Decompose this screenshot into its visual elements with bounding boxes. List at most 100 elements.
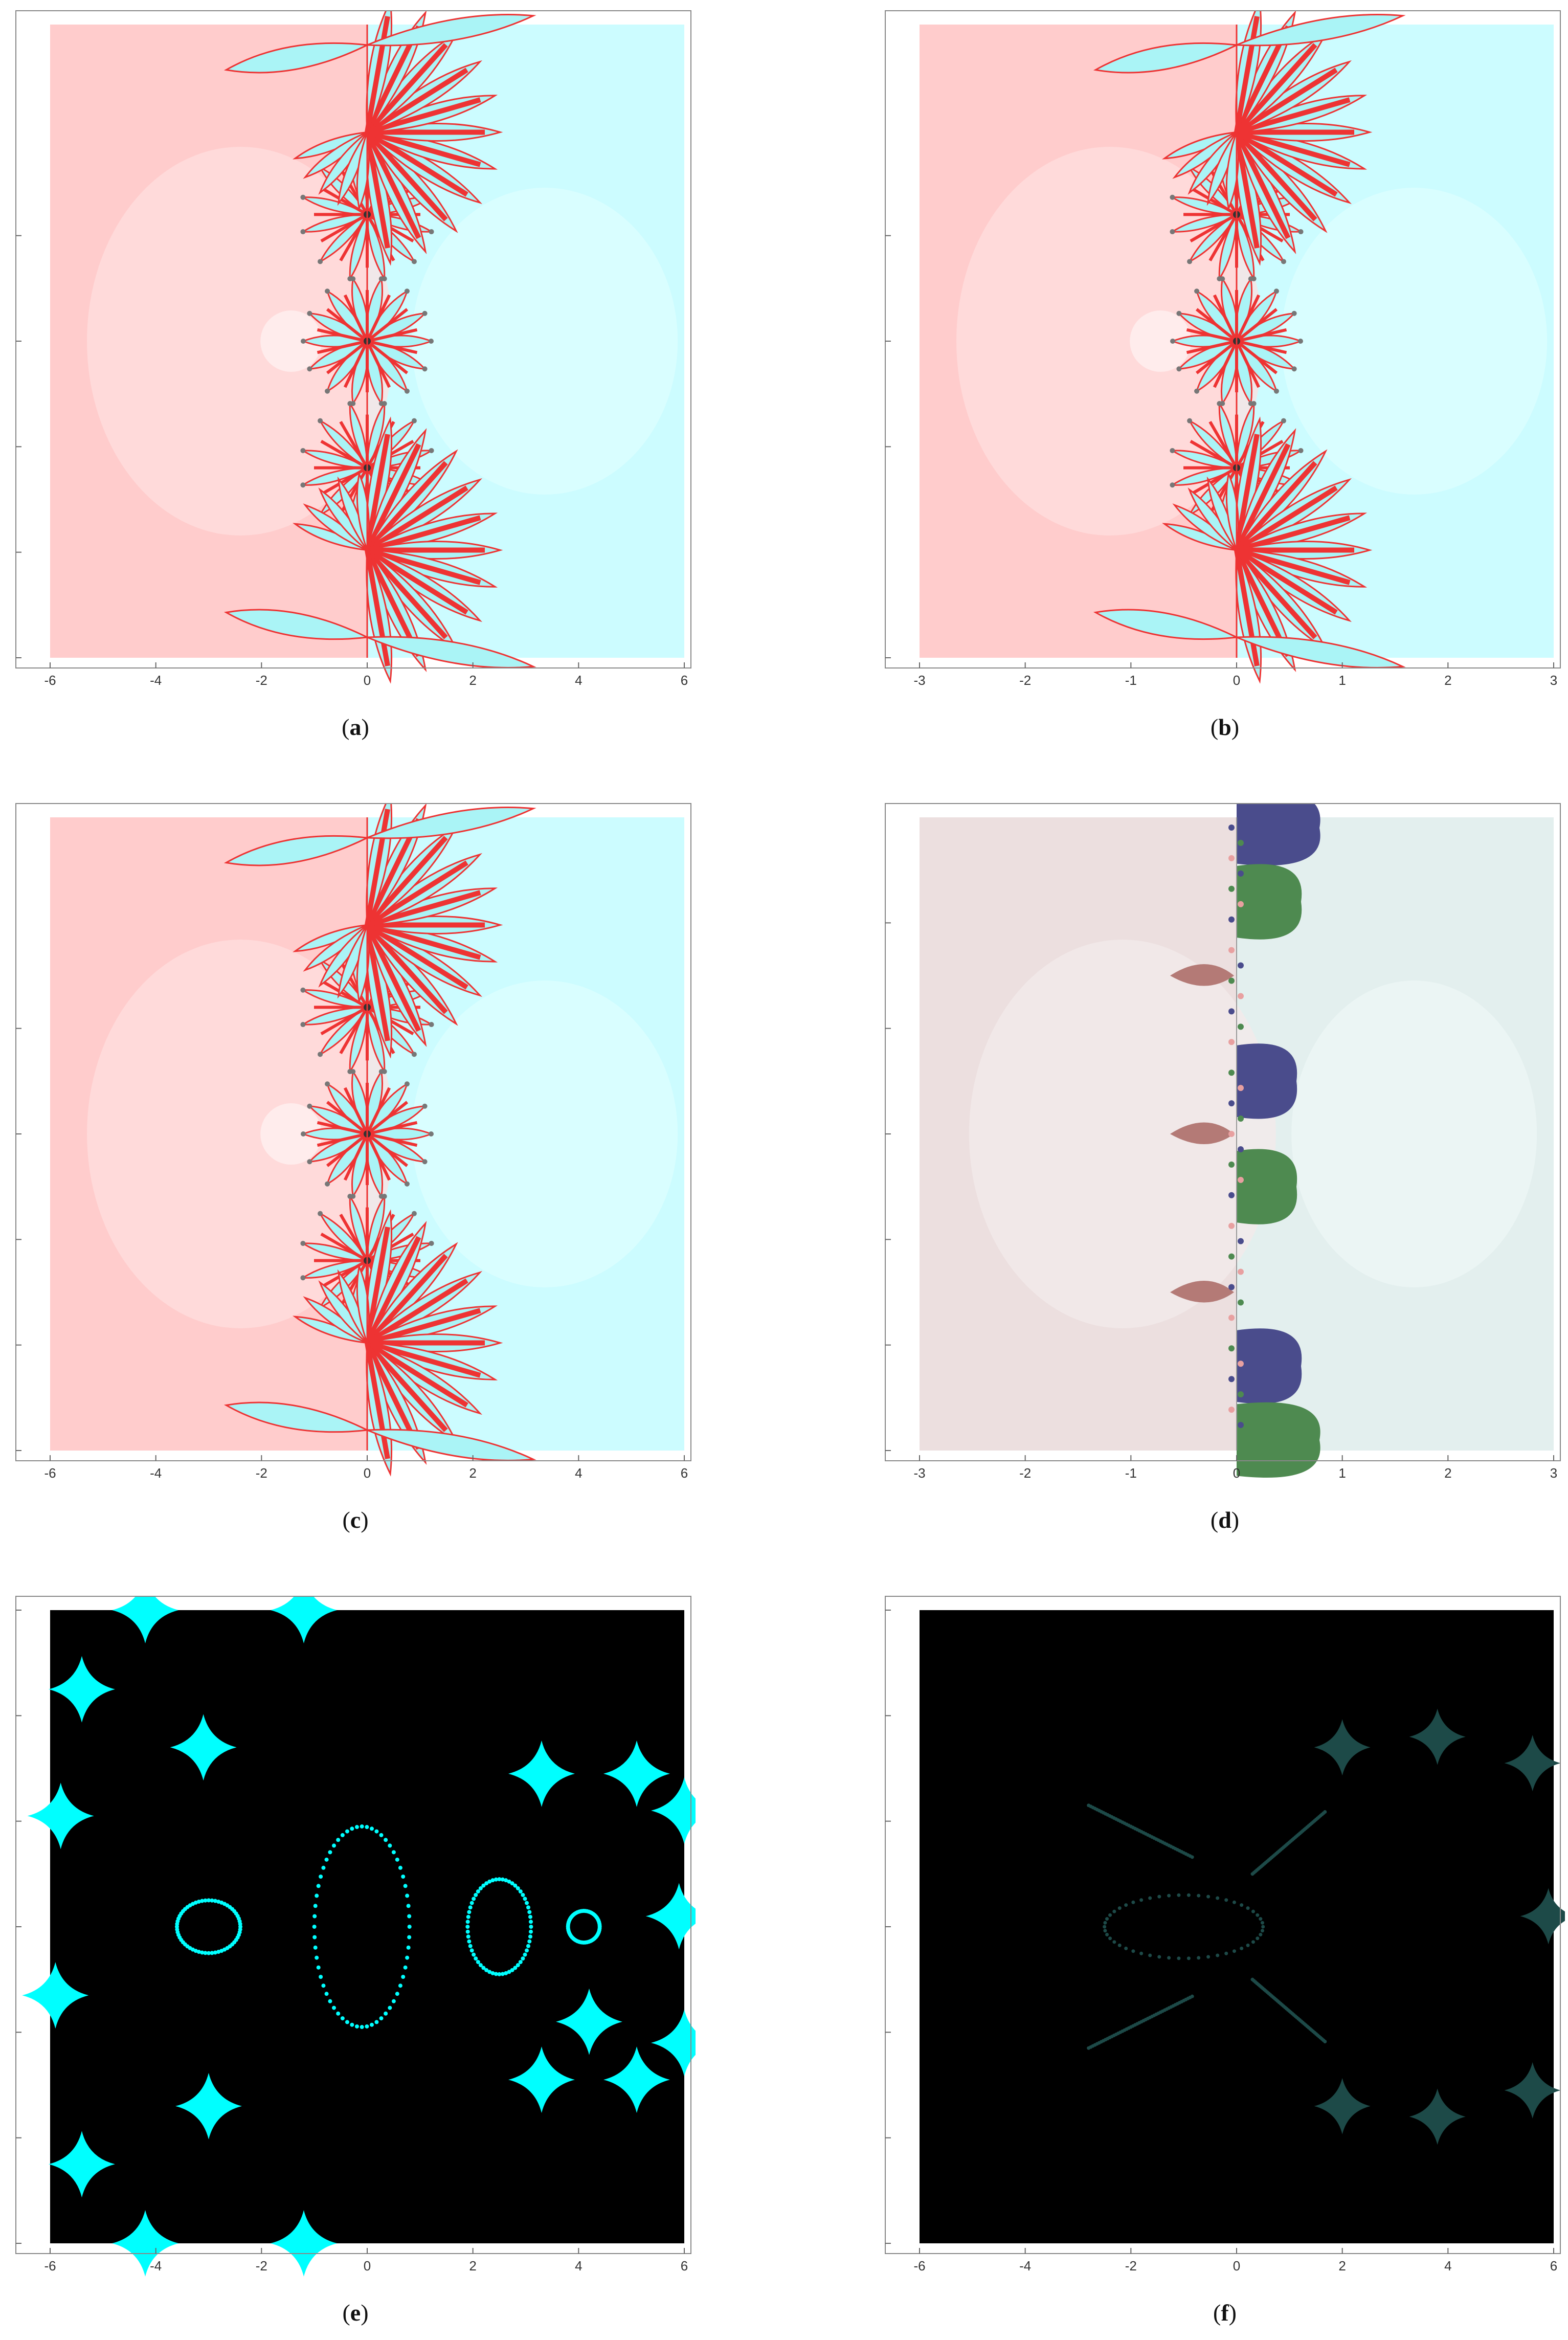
fan-ray <box>1234 131 1260 249</box>
x-tick-label: 1 <box>1338 673 1346 688</box>
orbit-dot <box>1259 1917 1263 1921</box>
orbit-dot <box>374 2020 379 2024</box>
plot-frame <box>15 803 691 1461</box>
fan-ray <box>366 547 481 585</box>
petal-tip <box>429 1240 434 1246</box>
orbit-dot <box>403 1965 408 1970</box>
fan-ray <box>1234 131 1291 239</box>
orbit-dot <box>526 1905 530 1910</box>
orbit-dot <box>379 1833 384 1837</box>
petal-ray <box>367 340 418 354</box>
orbit-dot <box>365 2024 369 2029</box>
petal-tip <box>1298 448 1304 453</box>
orbit-dot <box>407 1914 412 1919</box>
x-tick-label: -3 <box>913 1465 925 1481</box>
petal-ray <box>343 294 369 342</box>
caption-f: (f) <box>1213 2300 1237 2326</box>
cusp-shape <box>112 2210 178 2277</box>
orbit-dot <box>406 1904 411 1908</box>
x-tick-label: 1 <box>1338 1465 1346 1481</box>
orbit-dot <box>1105 1917 1109 1921</box>
orbit-dot <box>476 1889 480 1893</box>
petal-ray <box>367 328 418 343</box>
petal-tip <box>300 194 306 200</box>
orbit-dot <box>407 1925 412 1929</box>
fan-ray <box>1235 43 1317 134</box>
orbit-dot <box>313 1945 318 1950</box>
petal-ray <box>326 1132 368 1167</box>
petal-ray <box>1190 466 1238 496</box>
cusp-shape <box>170 1714 237 1781</box>
petal-tip <box>1194 288 1200 294</box>
orbit-dot <box>213 1899 217 1903</box>
orbit-dot <box>345 1829 349 1834</box>
orbit-dot <box>1197 1956 1201 1960</box>
x-tick-label: -2 <box>256 2258 267 2274</box>
petal-ray <box>343 1133 369 1181</box>
fractal-image <box>50 803 684 1477</box>
boundary-speck <box>1228 1161 1235 1168</box>
boundary-speck <box>1238 1330 1244 1336</box>
orbit-dot <box>203 1898 208 1903</box>
fan-ray <box>1234 434 1260 551</box>
petal-tip <box>404 388 410 394</box>
fractal-image <box>22 1596 696 2277</box>
orbit-dot <box>401 1975 406 1979</box>
boundary-speck <box>1228 916 1235 923</box>
petal-ray <box>320 213 368 242</box>
petal-ray <box>1186 340 1237 354</box>
orbit-dot <box>1216 1896 1220 1900</box>
basin-lobe <box>1237 1402 1320 1478</box>
petal-tip <box>382 1194 387 1199</box>
orbit-dot <box>529 1925 533 1929</box>
fan-ray <box>365 16 390 133</box>
orbit-dot <box>1103 1929 1107 1933</box>
petal-tip <box>300 229 306 235</box>
orbit-dot <box>340 1833 345 1837</box>
petal-tip <box>300 1275 306 1281</box>
glow-right <box>412 188 678 495</box>
orbit-dot <box>478 1963 483 1968</box>
fan-ray <box>366 1278 468 1345</box>
boundary-speck <box>1238 931 1244 938</box>
petal-tip <box>422 1159 428 1165</box>
petal-ray <box>1195 308 1238 343</box>
orbit-dot <box>207 1898 211 1903</box>
petal-tip <box>429 1131 434 1136</box>
orbit-dot <box>319 1975 323 1979</box>
x-tick-label: 4 <box>575 673 582 688</box>
orbit-dot <box>1190 1994 1194 1998</box>
plot-frame <box>15 1596 691 2254</box>
orbit-dot <box>518 1889 523 1893</box>
boundary-speck <box>1238 1422 1244 1429</box>
x-tick-label: 2 <box>1338 2258 1346 2274</box>
petal-ray <box>343 1087 369 1135</box>
fan-ray <box>366 860 468 927</box>
fan-ray <box>365 924 390 1041</box>
fan-ray <box>366 485 468 552</box>
petal-tip <box>382 1068 387 1074</box>
x-tick-label: -6 <box>913 2258 925 2274</box>
fan-ray <box>366 923 468 990</box>
basin-lobe <box>1237 803 1320 866</box>
fan-ray <box>1235 548 1338 615</box>
petal-ray <box>320 1006 368 1035</box>
x-tick-label: 2 <box>469 1465 476 1481</box>
fan-ray <box>365 131 390 249</box>
fan-ray <box>365 548 448 639</box>
fan-ray <box>1236 515 1351 553</box>
petal-tip <box>325 388 330 394</box>
x-tick-label: 0 <box>1233 1465 1240 1481</box>
orbit-dot <box>370 2022 374 2027</box>
orbit-dot <box>467 1939 472 1944</box>
orbit-dot <box>494 1877 498 1882</box>
cusp-shape <box>1520 1888 1565 1945</box>
orbit-dot <box>494 1972 498 1976</box>
orbit-dot <box>312 1914 317 1919</box>
orbit-dot <box>324 1857 329 1862</box>
orbit-dot <box>391 1999 396 2003</box>
orbit-dot <box>504 1971 508 1975</box>
glow-right <box>412 980 678 1287</box>
